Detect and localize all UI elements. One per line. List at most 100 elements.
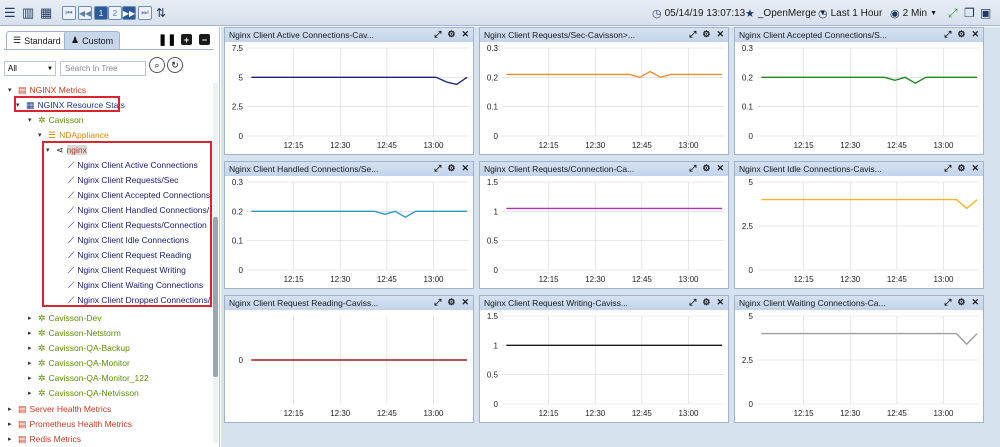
- tree-node[interactable]: ▾ ☰ NDAppliance: [38, 128, 109, 142]
- last-page-button[interactable]: ⏭: [138, 6, 152, 20]
- tree-node[interactable]: ▸ ▤ Server Health Metrics: [8, 402, 111, 416]
- tree-search-input[interactable]: Search In Tree: [60, 61, 146, 76]
- series-line[interactable]: [251, 76, 468, 86]
- tree-node[interactable]: ⟋ Nginx Client Idle Connections: [58, 233, 189, 247]
- caret-right-icon[interactable]: ▸: [28, 345, 32, 352]
- gear-icon[interactable]: ⚙: [702, 297, 711, 307]
- panel-header[interactable]: Nginx Client Accepted Connections/S... ⤢ ⚙…: [735, 28, 983, 42]
- caret-down-icon[interactable]: ▾: [38, 132, 42, 139]
- tree-node[interactable]: ⟋ Nginx Client Request Reading: [58, 248, 191, 262]
- caret-right-icon[interactable]: ▸: [28, 315, 32, 322]
- expand-icon[interactable]: ⤢: [434, 297, 442, 307]
- tree-node[interactable]: ▸ ✲ Cavisson-QA-Monitor: [28, 356, 130, 370]
- gear-icon[interactable]: ⚙: [702, 163, 711, 173]
- tree-node[interactable]: ⟋ Nginx Client Requests/Sec: [58, 173, 178, 187]
- search-button[interactable]: ⌕: [149, 57, 165, 73]
- gear-icon[interactable]: ⚙: [447, 29, 456, 39]
- close-icon[interactable]: ✕: [716, 163, 724, 173]
- pause-icon[interactable]: ❚❚: [158, 34, 177, 46]
- menu-icon[interactable]: ☰: [4, 5, 16, 20]
- gear-icon[interactable]: ⚙: [957, 297, 966, 307]
- panel-header[interactable]: Nginx Client Requests/Sec-Cavisson>... ⤢ ⚙…: [480, 28, 728, 42]
- series-line[interactable]: [761, 198, 978, 210]
- tree-node[interactable]: ▾ ▦ NGINX Resource Stats: [16, 98, 125, 112]
- expand-arrows-icon[interactable]: ⤢: [948, 5, 958, 20]
- caret-right-icon[interactable]: ▸: [28, 360, 32, 367]
- close-icon[interactable]: ✕: [461, 29, 469, 39]
- tree-node[interactable]: ⟋ Nginx Client Active Connections: [58, 158, 198, 172]
- favorite-selector[interactable]: ★ _OpenMerge ▼: [745, 6, 826, 20]
- restore-window-icon[interactable]: ❐: [964, 6, 975, 20]
- next-page-button[interactable]: ▶▶: [122, 6, 136, 20]
- caret-right-icon[interactable]: ▸: [8, 406, 12, 413]
- caret-down-icon[interactable]: ▾: [8, 87, 12, 94]
- caret-right-icon[interactable]: ▸: [8, 436, 12, 443]
- caret-right-icon[interactable]: ▸: [28, 375, 32, 382]
- first-page-button[interactable]: ⏮: [62, 6, 76, 20]
- tree-node[interactable]: ⟋ Nginx Client Dropped Connections/Sec: [58, 293, 212, 307]
- series-line[interactable]: [251, 210, 467, 219]
- page-1-button[interactable]: 1: [94, 6, 108, 20]
- close-icon[interactable]: ✕: [461, 163, 469, 173]
- tab-custom[interactable]: ♟ Custom: [64, 31, 121, 49]
- tree-node[interactable]: ⟋ Nginx Client Handled Connections/Sec: [58, 203, 212, 217]
- panel-header[interactable]: Nginx Client Idle Connections-Cavis... ⤢ ⚙…: [735, 162, 983, 176]
- tree-node[interactable]: ⟋ Nginx Client Requests/Connection: [58, 218, 207, 232]
- tree-node[interactable]: ▸ ✲ Cavisson-Netstorm: [28, 326, 121, 340]
- grid-layout-icon[interactable]: ▣: [980, 6, 992, 20]
- expand-icon[interactable]: ⤢: [944, 163, 952, 173]
- tree-node[interactable]: ▸ ▤ Prometheus Health Metrics: [8, 417, 132, 431]
- gear-icon[interactable]: ⚙: [447, 297, 456, 307]
- sort-icon[interactable]: ⇅: [156, 6, 167, 20]
- gear-icon[interactable]: ⚙: [702, 29, 711, 39]
- panel-header[interactable]: Nginx Client Handled Connections/Se... ⤢ ⚙…: [225, 162, 473, 176]
- refresh-selector[interactable]: ◉ 2 Min ▼: [890, 6, 937, 20]
- caret-down-icon[interactable]: ▾: [16, 102, 20, 109]
- bar-chart-icon[interactable]: ▥: [22, 5, 35, 20]
- tab-standard[interactable]: ☰ Standard: [6, 31, 68, 49]
- tree-filter-select[interactable]: All ▼: [4, 61, 56, 76]
- tree-node[interactable]: ▾ ✲ Cavisson: [28, 113, 84, 127]
- expand-icon[interactable]: ⤢: [944, 29, 952, 39]
- caret-right-icon[interactable]: ▸: [28, 330, 32, 337]
- tree-node[interactable]: ▸ ✲ Cavisson-QA-Monitor_122: [28, 371, 149, 385]
- gear-icon[interactable]: ⚙: [957, 163, 966, 173]
- expand-icon[interactable]: ⤢: [944, 297, 952, 307]
- caret-down-icon[interactable]: ▾: [46, 147, 50, 154]
- series-line[interactable]: [761, 332, 978, 346]
- table-icon[interactable]: ▦: [40, 5, 53, 20]
- gear-icon[interactable]: ⚙: [447, 163, 456, 173]
- expand-icon[interactable]: ⤢: [434, 163, 442, 173]
- expand-icon[interactable]: ⤢: [689, 297, 697, 307]
- panel-header[interactable]: Nginx Client Waiting Connections-Ca... ⤢ ⚙…: [735, 296, 983, 310]
- panel-header[interactable]: Nginx Client Active Connections-Cav... ⤢ ⚙…: [225, 28, 473, 42]
- tree-node[interactable]: ⟋ Nginx Client Waiting Connections: [58, 278, 203, 292]
- series-line[interactable]: [761, 76, 977, 85]
- close-icon[interactable]: ✕: [971, 163, 979, 173]
- page-2-button[interactable]: 2: [108, 6, 122, 20]
- tree-node[interactable]: ▸ ✲ Cavisson-QA-Backup: [28, 341, 130, 355]
- close-icon[interactable]: ✕: [716, 29, 724, 39]
- tree-node[interactable]: ⟋Nginx Client Accepted Connections/Sec: [58, 188, 212, 202]
- close-icon[interactable]: ✕: [971, 29, 979, 39]
- tree-node[interactable]: ⟋ Nginx Client Request Writing: [58, 263, 186, 277]
- panel-header[interactable]: Nginx Client Request Writing-Caviss... ⤢ ⚙…: [480, 296, 728, 310]
- refresh-button[interactable]: ↻: [167, 57, 183, 73]
- time-range-selector[interactable]: ◷ Last 1 Hour: [818, 6, 882, 20]
- tree-scroll-thumb[interactable]: [213, 217, 218, 377]
- expand-icon[interactable]: ⤢: [689, 29, 697, 39]
- prev-page-button[interactable]: ◀◀: [78, 6, 92, 20]
- expand-icon[interactable]: ⤢: [434, 29, 442, 39]
- expand-icon[interactable]: ⤢: [689, 163, 697, 173]
- gear-icon[interactable]: ⚙: [957, 29, 966, 39]
- series-line[interactable]: [506, 70, 722, 79]
- caret-right-icon[interactable]: ▸: [8, 421, 12, 428]
- panel-header[interactable]: Nginx Client Requests/Connection-Ca... ⤢ ⚙…: [480, 162, 728, 176]
- close-icon[interactable]: ✕: [716, 297, 724, 307]
- tree-node[interactable]: ▾ ▤ NGINX Metrics: [8, 83, 86, 97]
- expand-all-button[interactable]: +: [181, 34, 192, 45]
- tree-node[interactable]: ▾ ⋖ nginx: [46, 143, 87, 157]
- panel-header[interactable]: Nginx Client Request Reading-Caviss... ⤢ ⚙…: [225, 296, 473, 310]
- collapse-all-button[interactable]: −: [199, 34, 210, 45]
- tree-node[interactable]: ▸ ✲ Cavisson-Dev: [28, 311, 101, 325]
